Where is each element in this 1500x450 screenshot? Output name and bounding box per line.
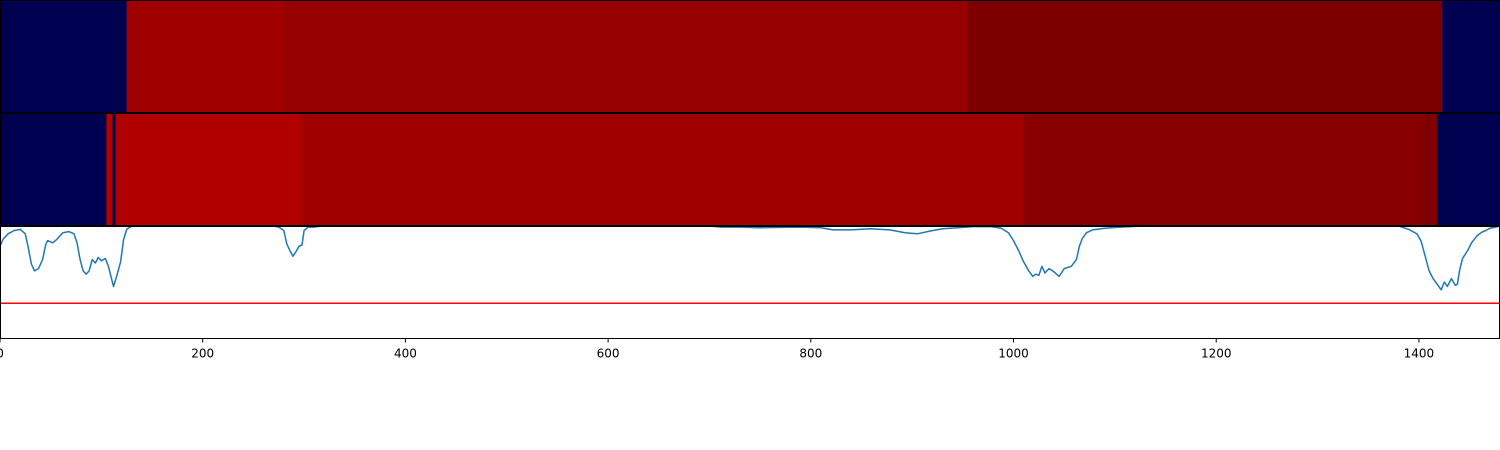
heatmap-middle-segment-8 [1437,113,1500,225]
x-tick-label: 400 [394,347,417,361]
heatmap-middle-segment-7 [1421,113,1438,225]
heatmap-middle [0,113,1500,225]
x-tick-label: 600 [597,347,620,361]
x-tick-label: 1000 [998,347,1029,361]
heatmap-middle-segment-4 [115,113,302,225]
line-series-group [0,225,1500,305]
x-axis: 0 200 400 600 800 1000 1200 1400 [0,338,1435,361]
heatmap-top-segment-2 [126,0,285,112]
line-plot-panel [0,225,1500,338]
x-tick-label: 0 [0,347,4,361]
heatmap-top-segment-1 [0,0,128,112]
heatmap-middle-segment-2 [106,113,114,225]
heatmap-middle-segment-1 [0,113,108,225]
x-tick-label: 1200 [1201,347,1232,361]
heatmap-top-segment-4 [967,0,1443,112]
heatmap-top-segment-5 [1442,0,1500,112]
signal-line [0,225,1500,291]
x-tick-label: 1400 [1404,347,1435,361]
heatmap-top [0,0,1500,112]
heatmap-middle-segment-5 [301,113,1025,225]
heatmap-top-segment-3 [283,0,969,112]
x-tick-label: 800 [799,347,822,361]
plot-background [0,226,1500,338]
heatmap-middle-segment-6 [1023,113,1423,225]
heatmap-middle-segment-3 [112,113,117,225]
x-tick-label: 200 [191,347,214,361]
